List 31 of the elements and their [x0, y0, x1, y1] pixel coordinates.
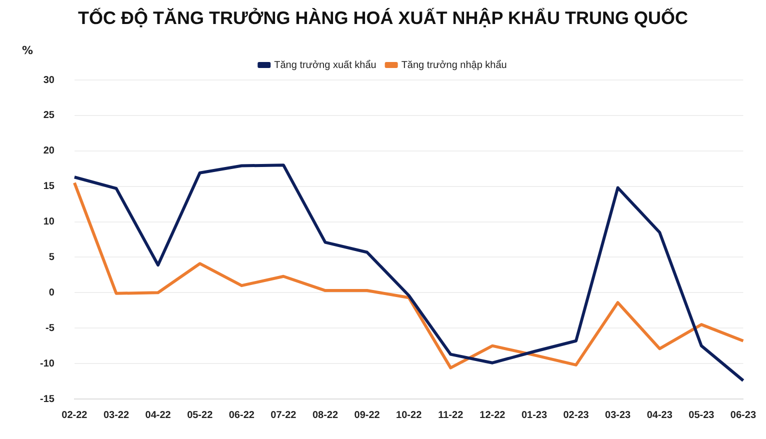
x-tick-label: 10-22	[396, 410, 422, 421]
y-tick-label: 5	[48, 252, 55, 263]
x-tick-label: 07-22	[270, 410, 297, 421]
x-tick-label: 04-23	[646, 410, 673, 421]
x-tick-label: 09-22	[354, 410, 380, 421]
y-tick-label: 10	[43, 216, 55, 228]
x-tick-label: 05-23	[688, 410, 715, 421]
x-tick-label: 02-22	[62, 410, 88, 421]
x-tick-label: 02-23	[563, 410, 590, 421]
y-tick-label: 25	[43, 110, 55, 122]
x-tick-label: 08-22	[312, 410, 338, 421]
y-tick-label: 15	[43, 181, 55, 192]
legend-label: Tăng trưởng xuất khẩu	[274, 58, 376, 71]
x-tick-label: 06-22	[228, 410, 255, 421]
x-tick-label: 06-23	[730, 410, 756, 421]
y-tick-label: -5	[46, 322, 55, 334]
chart-title: TỐC ĐỘ TĂNG TRƯỞNG HÀNG HOÁ XUẤT NHẬP KHẨU TRUNG QUỐC	[77, 8, 689, 29]
x-tick-label: 03-22	[103, 410, 130, 421]
y-tick-label: -15	[40, 394, 55, 405]
x-tick-label: 12-22	[480, 410, 506, 421]
x-tick-label: 05-22	[187, 410, 214, 421]
x-tick-label: 04-22	[145, 410, 172, 421]
y-axis-title: %	[22, 44, 34, 57]
y-tick-label: 20	[43, 146, 55, 157]
y-tick-label: 30	[43, 74, 55, 86]
x-tick-label: 03-23	[605, 410, 632, 421]
x-tick-label: 11-22	[438, 410, 464, 421]
legend-label: Tăng trưởng nhập khẩu	[401, 58, 507, 71]
x-tick-label: 01-23	[521, 410, 548, 421]
y-tick-label: -10	[40, 358, 55, 370]
y-tick-label: 0	[48, 287, 55, 298]
